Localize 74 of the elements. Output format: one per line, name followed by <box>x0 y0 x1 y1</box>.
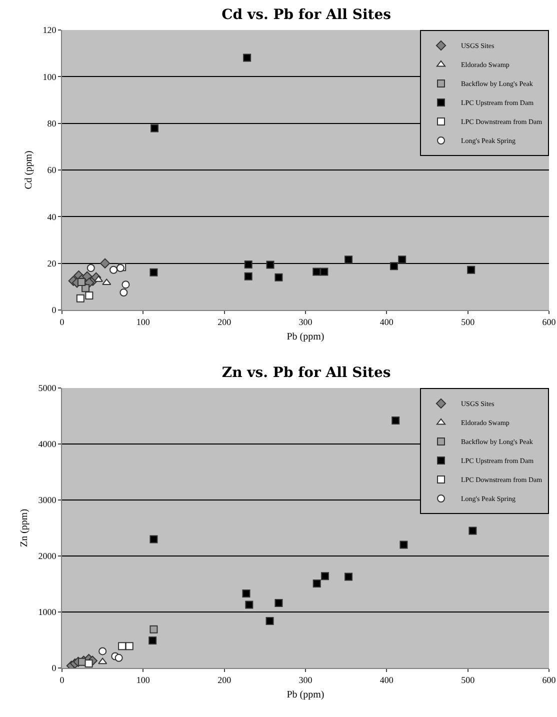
x-axis-title: Pb (ppm) <box>286 689 324 700</box>
point <box>242 590 250 598</box>
point <box>390 262 398 270</box>
x-tick-label: 0 <box>60 674 65 685</box>
point <box>76 294 84 302</box>
x-tick-label: 600 <box>542 674 556 685</box>
x-tick-label: 200 <box>218 674 232 685</box>
point <box>100 258 110 268</box>
y-tick-label: 100 <box>42 72 57 82</box>
point <box>77 278 86 286</box>
x-tick-label: 500 <box>461 674 476 685</box>
point <box>312 268 321 276</box>
y-tick-label: 0 <box>52 663 57 674</box>
point <box>150 535 158 544</box>
y-axis-title: Cd (ppm) <box>24 150 35 190</box>
point <box>320 268 328 276</box>
x-tick-label: 200 <box>218 316 232 327</box>
y-tick-label: 40 <box>47 212 57 222</box>
x-tick-label: 100 <box>136 316 150 327</box>
point <box>468 526 477 535</box>
point <box>125 642 134 650</box>
point <box>244 272 252 280</box>
point <box>122 280 130 289</box>
point <box>266 616 274 625</box>
x-tick-label: 600 <box>542 316 556 327</box>
point <box>344 256 353 264</box>
point <box>243 54 252 62</box>
x-tick-label: 500 <box>461 316 476 327</box>
point <box>84 660 93 668</box>
point <box>400 540 408 549</box>
y-tick-label: 4000 <box>38 439 57 450</box>
point <box>398 256 406 264</box>
point <box>78 658 86 666</box>
point <box>274 599 283 608</box>
point <box>150 124 159 132</box>
point <box>118 642 126 650</box>
point <box>148 636 157 645</box>
y-tick-label: 5000 <box>38 383 57 394</box>
point <box>150 268 158 276</box>
x-tick-label: 0 <box>60 316 65 327</box>
point <box>150 625 158 634</box>
point <box>110 266 118 274</box>
point <box>467 266 476 274</box>
y-tick-label: 1000 <box>38 607 57 618</box>
y-tick-label: 60 <box>47 165 57 176</box>
x-tick-label: 300 <box>298 674 313 685</box>
point <box>320 572 329 580</box>
x-tick-label: 300 <box>298 316 313 327</box>
y-axis-title: Zn (ppm) <box>19 508 30 548</box>
point <box>86 264 95 272</box>
x-axis-title: Pb (ppm) <box>286 331 324 342</box>
point <box>274 273 283 282</box>
point <box>244 260 252 268</box>
y-tick-label: 0 <box>52 305 57 316</box>
x-tick-label: 400 <box>380 674 394 685</box>
y-tick-label: 120 <box>42 25 57 36</box>
x-tick-label: 400 <box>380 316 394 327</box>
chart-title: Cd vs. Pb for All Sites <box>222 6 392 23</box>
point <box>98 647 107 656</box>
x-tick-label: 100 <box>136 674 150 685</box>
chart-title: Zn vs. Pb for All Sites <box>222 364 391 381</box>
y-tick-label: 20 <box>47 258 57 268</box>
point <box>120 288 128 296</box>
point <box>245 600 254 609</box>
point <box>312 579 321 588</box>
point <box>392 416 400 424</box>
y-tick-label: 3000 <box>38 495 57 506</box>
y-tick-label: 80 <box>47 118 57 128</box>
y-tick-label: 2000 <box>38 551 57 562</box>
point <box>344 572 353 581</box>
point <box>266 260 274 269</box>
point <box>85 292 94 300</box>
point <box>114 654 123 662</box>
point <box>98 658 108 664</box>
